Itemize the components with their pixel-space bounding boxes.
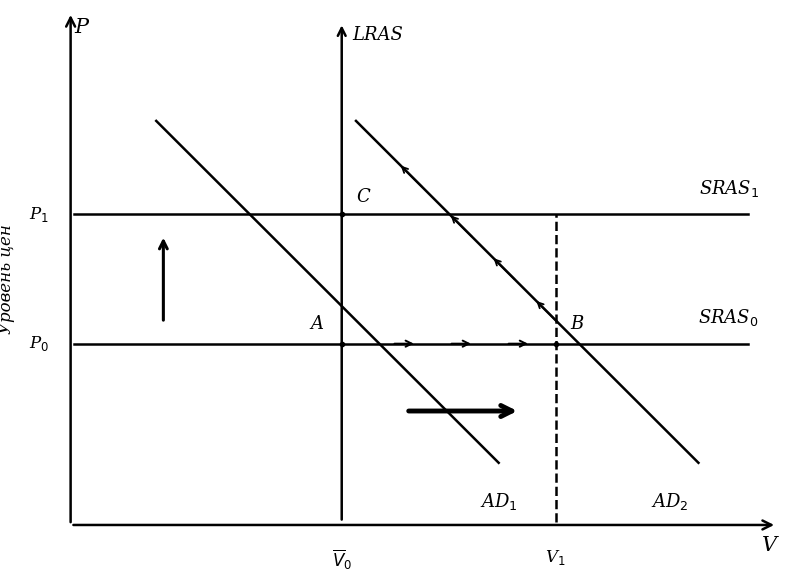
Text: V$_1$: V$_1$ xyxy=(546,548,566,567)
Text: AD$_1$: AD$_1$ xyxy=(480,491,517,512)
Text: $\overline{V}_0$: $\overline{V}_0$ xyxy=(331,548,352,573)
Text: A: A xyxy=(310,315,324,334)
Text: P$_1$: P$_1$ xyxy=(29,204,49,223)
Text: P$_0$: P$_0$ xyxy=(29,334,49,353)
Text: P: P xyxy=(74,18,89,37)
Text: AD$_2$: AD$_2$ xyxy=(651,491,689,512)
Text: LRAS: LRAS xyxy=(353,26,403,44)
Text: C: C xyxy=(356,188,370,206)
Text: B: B xyxy=(570,315,584,334)
Text: SRAS$_1$: SRAS$_1$ xyxy=(698,177,759,199)
Text: V: V xyxy=(763,536,778,555)
Text: SRAS$_0$: SRAS$_0$ xyxy=(698,307,759,328)
Text: Уровень цен: Уровень цен xyxy=(0,224,15,334)
